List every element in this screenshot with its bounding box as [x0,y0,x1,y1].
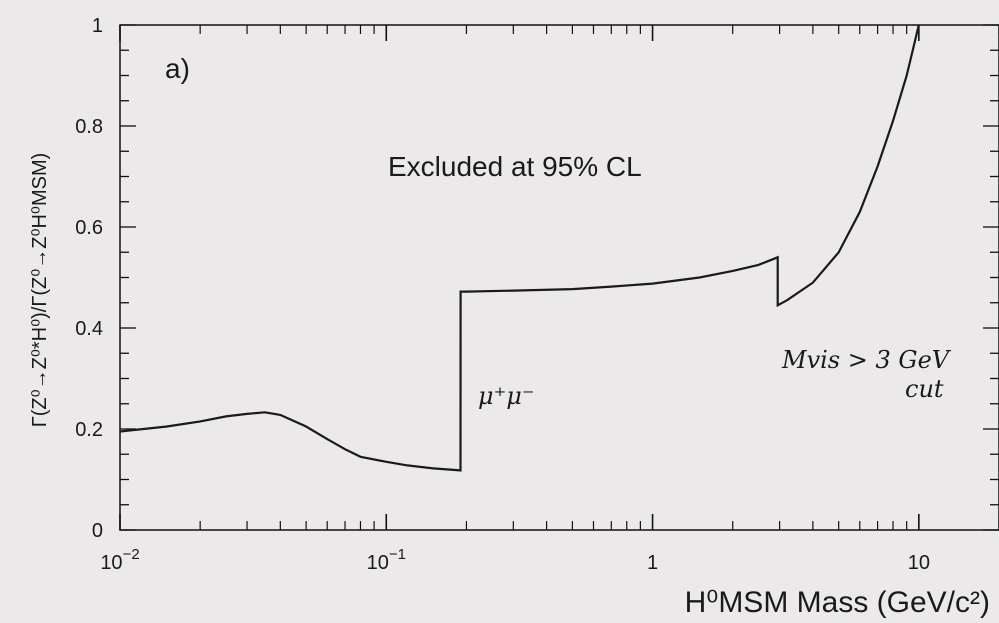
exclusion-curve [119,24,920,472]
cut-annotation: cut [905,375,944,403]
y-tick-label: 0.2 [75,419,103,441]
y-tick-labels: 0 0.2 0.4 0.6 0.8 1 [75,15,103,542]
y-tick-label: 1 [92,15,103,37]
x-tick-label: 10−1 [367,546,406,574]
mumu-annotation: μ⁺μ⁻ [478,382,535,410]
y-axis-title: Γ(Z⁰→Z⁰*H⁰)/Γ(Z⁰→Z⁰H⁰MSM) [29,153,51,428]
x-tick-label: 10−2 [100,546,139,574]
mvis-annotation: Mvis > 3 GeV [781,346,952,374]
x-tick-labels: 10−2 10−1 1 10 [100,546,930,574]
x-tick-label: 10 [908,552,930,574]
x-tick-label: 1 [647,552,658,574]
y-tick-label: 0.4 [75,318,103,340]
excluded-annotation: Excluded at 95% CL [388,151,642,182]
y-tick-label: 0 [92,520,103,542]
axis-ticks [119,24,999,531]
y-tick-label: 0.8 [75,116,103,138]
panel-label: a) [165,53,190,84]
x-axis-title: H⁰MSM Mass (GeV/c²) [685,586,990,619]
plot-frame [119,24,999,531]
y-tick-label: 0.6 [75,217,103,239]
